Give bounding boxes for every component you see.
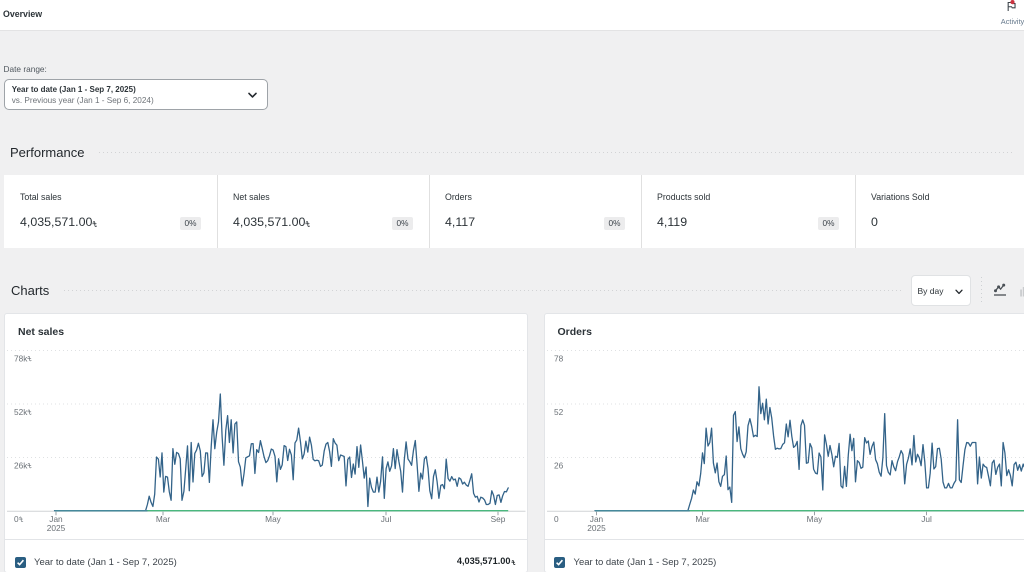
- svg-text:Mar: Mar: [695, 513, 710, 523]
- svg-text:26k: 26k: [14, 460, 28, 470]
- svg-text:Jan: Jan: [589, 513, 603, 523]
- svg-text:78k: 78k: [14, 353, 28, 363]
- svg-text:May: May: [806, 513, 823, 523]
- svg-text:78: 78: [554, 353, 564, 363]
- svg-text:2025: 2025: [587, 523, 606, 533]
- svg-text:26: 26: [554, 460, 564, 470]
- svg-text:0: 0: [14, 514, 19, 524]
- svg-text:May: May: [265, 513, 282, 523]
- svg-text:Jan: Jan: [49, 513, 63, 523]
- svg-text:2025: 2025: [47, 523, 66, 533]
- svg-text:Jul: Jul: [381, 513, 392, 523]
- svg-text:Jul: Jul: [921, 513, 932, 523]
- svg-text:Mar: Mar: [156, 513, 171, 523]
- svg-text:52k: 52k: [14, 406, 28, 416]
- svg-text:Sep: Sep: [491, 513, 506, 523]
- svg-text:0: 0: [554, 514, 559, 524]
- svg-text:52: 52: [554, 406, 564, 416]
